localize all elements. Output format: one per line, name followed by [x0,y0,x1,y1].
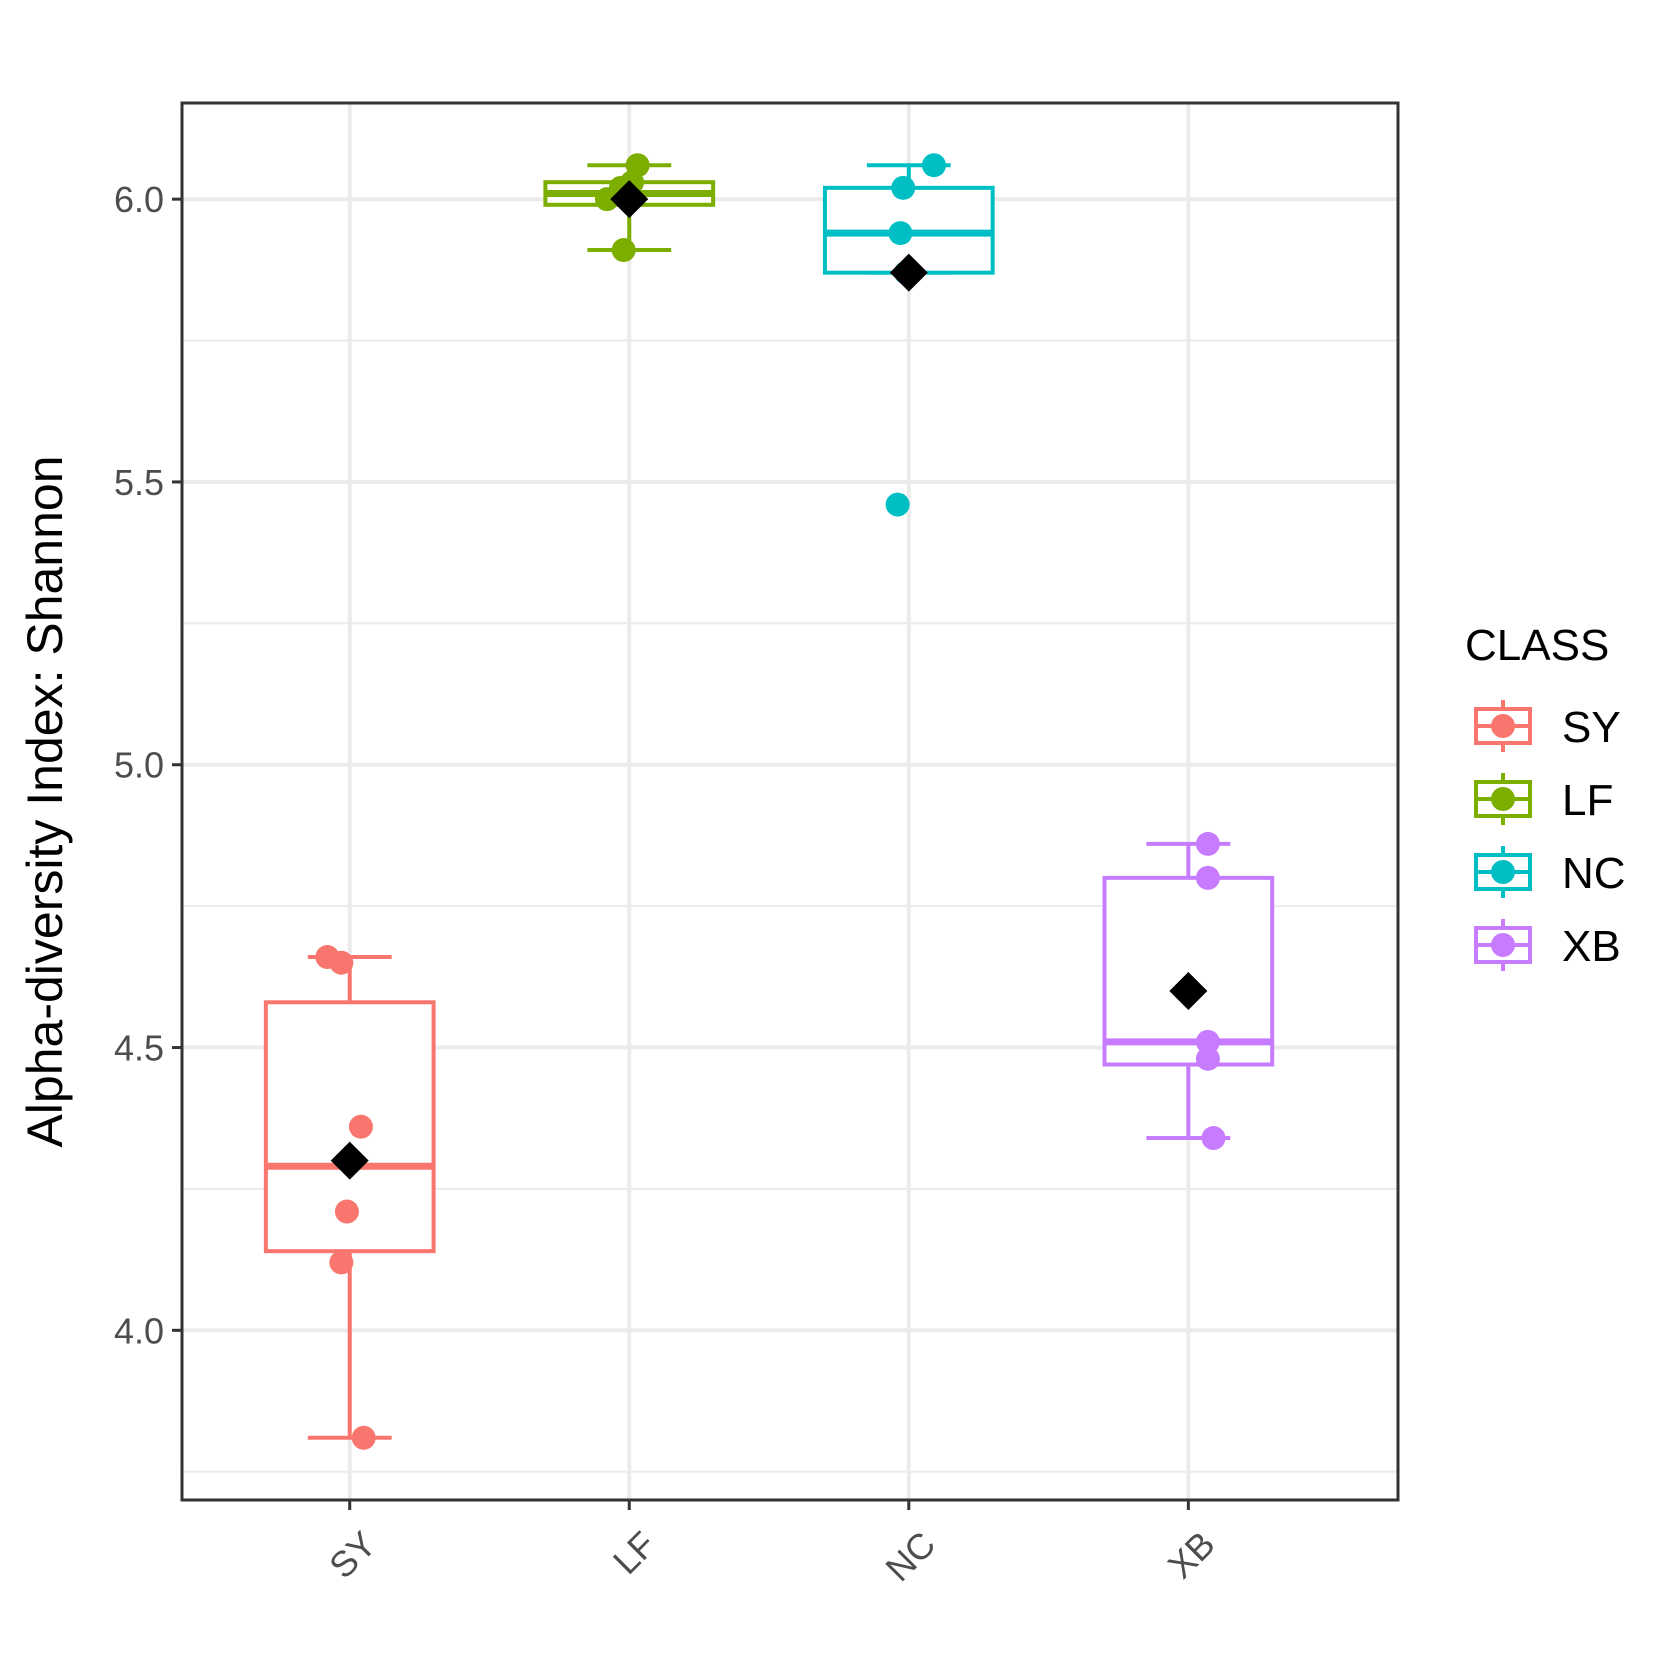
data-point [334,1199,359,1224]
data-point [891,175,916,200]
box-plots [263,153,1275,1450]
box [1102,875,1275,1067]
data-point [885,492,910,517]
legend-label: XB [1562,922,1621,971]
legend-item-lf: LF [1474,773,1613,825]
panel-border [180,101,1400,1502]
y-tick-label: 5.5 [114,462,164,503]
legend-item-sy: SY [1474,700,1621,752]
legend-key-point [1491,933,1515,957]
mean-marker [1169,971,1208,1010]
legend-key-point [1491,860,1515,884]
data-point [888,221,913,246]
y-tick-label: 4.0 [114,1310,164,1351]
data-point [329,1250,354,1275]
legend-key-point [1491,714,1515,738]
data-point [348,1114,373,1139]
legend-label: LF [1562,776,1613,825]
legend-label: SY [1562,703,1621,752]
legend-key-point [1491,787,1515,811]
data-point [1195,831,1220,856]
y-axis-title: Alpha-diversity Index: Shannon [17,455,73,1147]
mean-marker [330,1141,369,1180]
y-tick-label: 4.5 [114,1028,164,1069]
data-point [351,1425,376,1450]
data-point [1195,865,1220,890]
legend-title: CLASS [1465,621,1609,670]
data-point [1195,1046,1220,1071]
legend-item-nc: NC [1474,846,1626,898]
data-point [1195,1029,1220,1054]
y-tick-label: 6.0 [114,179,164,220]
legend: CLASS SY LF NC XB [1465,621,1626,971]
data-point [329,950,354,975]
y-axis: 4.0 4.5 5.0 5.5 6.0 [114,179,182,1351]
box-group-nc [822,153,995,517]
y-tick-label: 5.0 [114,745,164,786]
box-group-sy [263,945,436,1450]
data-point [611,238,636,263]
mean-marker [889,253,928,292]
legend-label: NC [1562,849,1626,898]
legend-item-xb: XB [1474,919,1621,971]
mean-marker [610,180,649,219]
data-point [1201,1126,1226,1151]
box-group-lf [543,153,716,263]
box-group-xb [1102,831,1275,1151]
data-point [921,153,946,178]
